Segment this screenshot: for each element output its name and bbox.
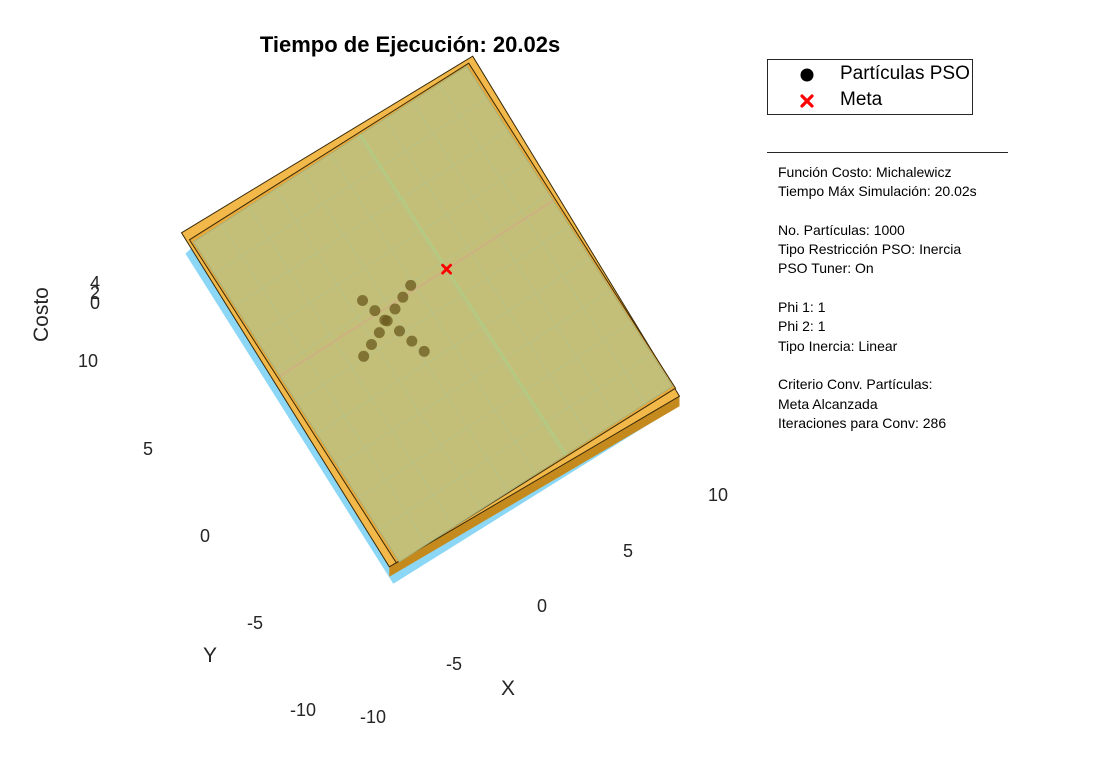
info-line: Iteraciones para Conv: 286 [778, 414, 947, 431]
z-tick-label: 0 [90, 293, 101, 313]
info-line: No. Partículas: 1000 [778, 221, 905, 238]
info-line: Función Costo: Michalewicz [778, 164, 952, 180]
particle-point [394, 325, 406, 337]
info-line: Tipo Inercia: Linear [778, 337, 898, 354]
x-tick-label: -10 [360, 707, 387, 727]
z-axis-label: Costo [30, 287, 53, 342]
y-tick-label: -5 [247, 613, 264, 633]
surface-grid [213, 83, 653, 545]
z-tick-label: 4 [90, 273, 101, 293]
info-panel: Función Costo: Michalewicz Tiempo Máx Si… [778, 163, 977, 433]
particle-point [358, 350, 370, 362]
info-line: Meta Alcanzada [778, 395, 878, 412]
info-line [778, 202, 977, 221]
legend-entry-goal: Meta [768, 88, 972, 114]
info-divider [767, 152, 1008, 153]
ridge-line-x [356, 136, 564, 457]
x-tick-label: 10 [708, 485, 729, 505]
z-tick-label: 2 [90, 283, 101, 303]
ridge-line-y [254, 161, 529, 339]
info-line: Phi 1: 1 [778, 299, 826, 316]
particle-point [369, 305, 381, 317]
legend-label: Partículas PSO [840, 63, 970, 84]
y-axis-label: Y [203, 644, 218, 667]
y-tick-label: -10 [290, 700, 317, 720]
ridge-line-goal [279, 199, 554, 378]
ridge-line-x [438, 83, 646, 405]
particle-point [373, 327, 385, 339]
x-mark-icon [800, 94, 814, 108]
info-line: Tiempo Máx Simulación: 20.02s [778, 183, 977, 200]
goal-series [441, 263, 452, 275]
ridge-line-goal [358, 133, 568, 456]
particle-point [366, 338, 378, 350]
y-tick-label: 5 [143, 439, 154, 459]
chart-title: Tiempo de Ejecución: 20.02s [259, 32, 561, 57]
particle-point [357, 294, 369, 306]
filled-circle-icon [800, 68, 814, 82]
particle-point [397, 291, 409, 303]
ridge-line-x [411, 100, 619, 422]
info-line: Phi 2: 1 [778, 318, 826, 335]
x-tick-label: 0 [537, 596, 548, 616]
ridge-line-y [213, 97, 488, 275]
x-axis-label: X [501, 677, 516, 700]
particle-point [418, 345, 430, 357]
particle-point [379, 314, 391, 326]
ridge-line-y [296, 225, 570, 403]
particle-point [406, 335, 418, 347]
particles-series [357, 279, 430, 362]
y-tick-label: 0 [200, 526, 211, 546]
particle-point [405, 279, 417, 291]
legend: Partículas PSO Meta [767, 59, 973, 115]
info-line: Criterio Conv. Partículas: [778, 376, 933, 393]
ridge-line-y [234, 129, 509, 307]
info-line [778, 279, 977, 298]
legend-entry-particles: Partículas PSO [768, 62, 972, 88]
x-tick-label: 5 [623, 541, 634, 561]
legend-label: Meta [840, 89, 883, 110]
particle-point [389, 303, 401, 315]
info-line: PSO Tuner: On [778, 260, 874, 277]
info-line: Tipo Restricción PSO: Inercia [778, 241, 962, 258]
goal-point [441, 263, 452, 275]
x-tick-label: -5 [446, 654, 463, 674]
y-tick-label: 10 [78, 351, 99, 371]
info-line [778, 356, 977, 375]
ridge-line-x [384, 118, 592, 440]
